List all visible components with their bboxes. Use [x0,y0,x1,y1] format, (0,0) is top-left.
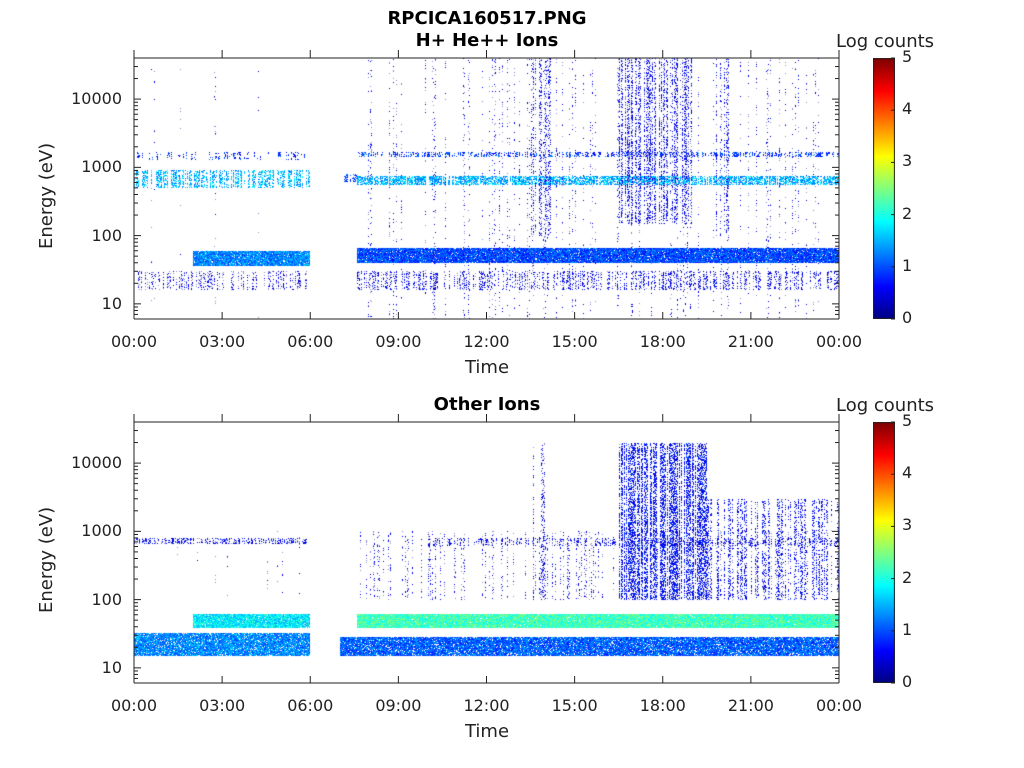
x-tick-label: 12:00 [463,332,510,351]
colorbar-tick-label: 1 [902,255,913,275]
colorbar-tick-label: 0 [902,672,913,691]
x-tick-label: 06:00 [287,696,334,715]
colorbar [873,422,895,683]
x-tick-label: 00:00 [110,332,158,351]
x-tick-label: 09:00 [375,696,422,715]
x-tick-label: 15:00 [551,696,598,715]
x-tick-label: 21:00 [727,332,774,351]
panel-title: H+ He++ Ions [415,30,559,51]
x-tick-label: 09:00 [375,332,422,351]
x-tick-label: 18:00 [639,332,686,351]
y-tick-label: 10000 [71,453,122,473]
colorbar-tick-label: 4 [902,99,913,119]
colorbar-tick-label: 5 [902,411,913,430]
y-tick-label: 100 [91,589,122,609]
colorbar [873,58,895,319]
colorbar-tick-label: 5 [902,47,913,66]
h-he-ions-spectrogram [134,58,839,319]
figure-title: RPCICA160517.PNG [387,8,587,29]
colorbar-tick-label: 2 [902,203,913,223]
x-tick-label: 03:00 [199,332,246,351]
panel-title: Other Ions [433,394,541,415]
x-tick-label: 00:00 [815,696,863,715]
colorbar-label: Log counts [836,395,935,416]
y-tick-label: 1000 [81,157,122,177]
x-tick-label: 21:00 [727,696,774,715]
y-tick-label: 10 [101,293,122,313]
x-tick-label: 00:00 [110,696,158,715]
colorbar-label: Log counts [836,31,935,52]
colorbar-tick-label: 3 [902,515,913,535]
y-tick-label: 10000 [71,89,122,109]
y-tick-label: 10 [101,657,122,677]
colorbar-tick-label: 0 [902,308,913,327]
y-tick-label: 1000 [81,521,122,541]
x-axis-label: Time [464,357,510,378]
colorbar-tick-label: 3 [902,151,913,171]
colorbar-tick-label: 1 [902,619,913,639]
x-tick-label: 06:00 [287,332,334,351]
x-tick-label: 12:00 [463,696,510,715]
x-axis-label: Time [464,721,510,742]
other-ions-spectrogram [134,422,839,683]
x-tick-label: 00:00 [815,332,863,351]
colorbar-tick-label: 2 [902,567,913,587]
x-tick-label: 03:00 [199,696,246,715]
y-tick-label: 100 [91,225,122,245]
colorbar-tick-label: 4 [902,463,913,483]
x-tick-label: 18:00 [639,696,686,715]
x-tick-label: 15:00 [551,332,598,351]
